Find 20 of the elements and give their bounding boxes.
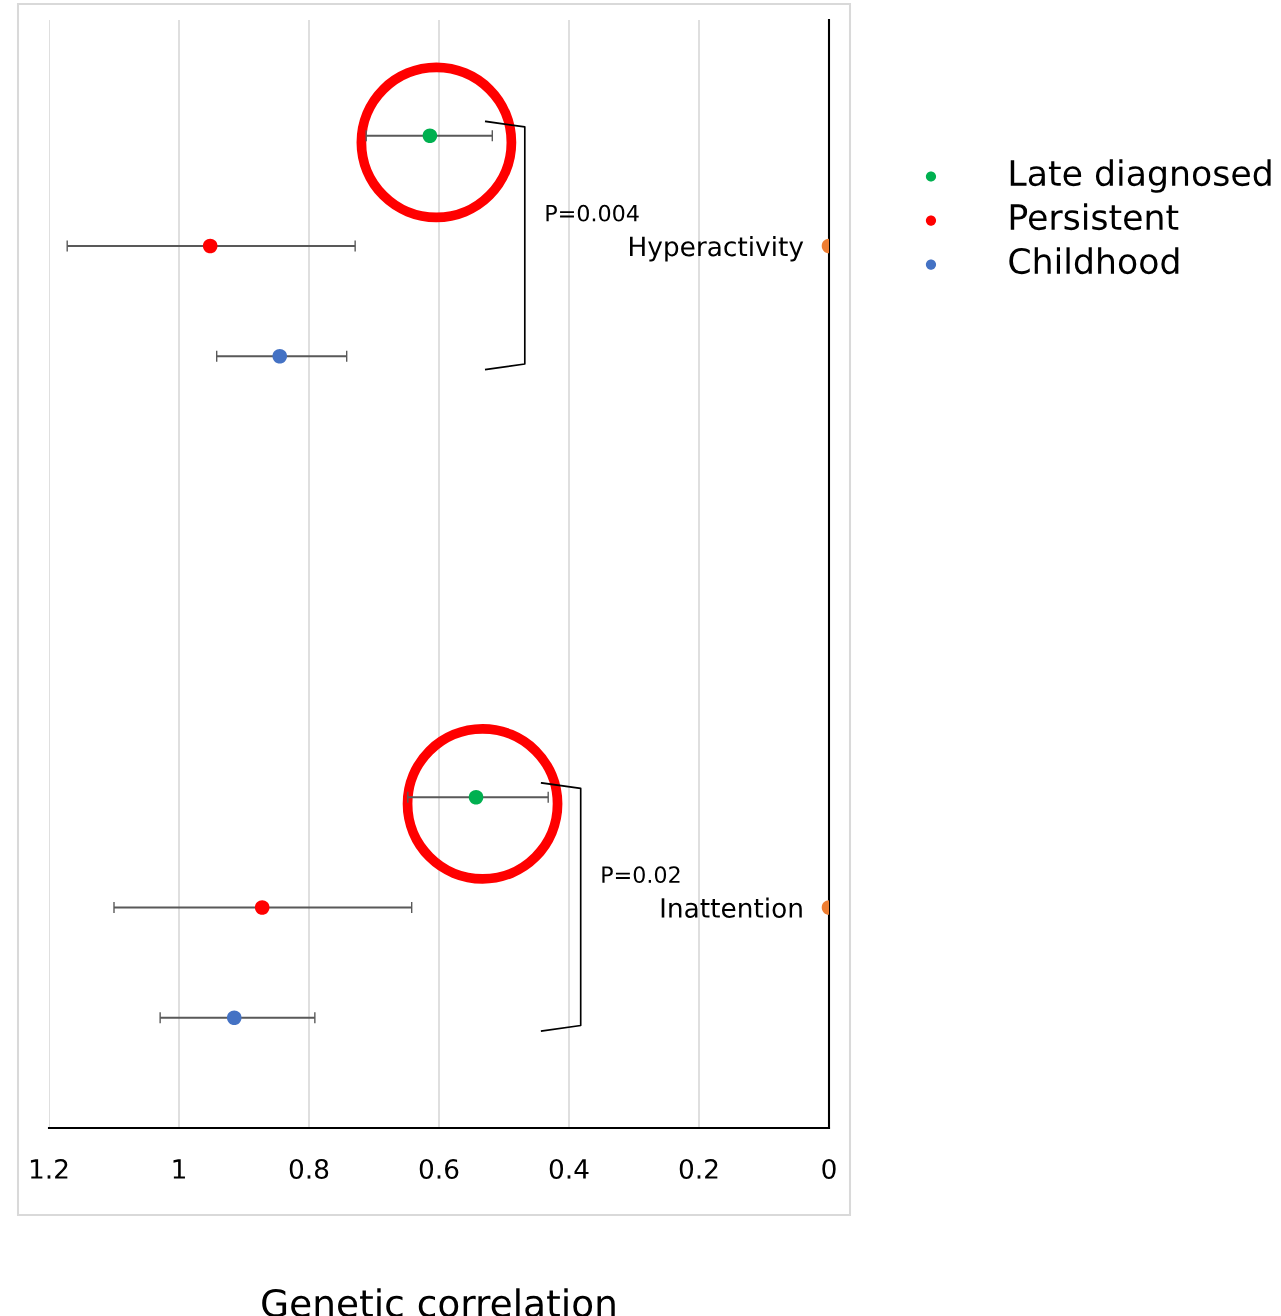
- x-tick-label: 0.4: [549, 1159, 589, 1179]
- x-tick-label: 0.8: [289, 1159, 329, 1179]
- point: [422, 128, 438, 144]
- legend-label: Childhood: [1009, 247, 1179, 275]
- annotation: P=0.004: [546, 204, 639, 222]
- point: [226, 1010, 242, 1026]
- x-tick-label: 1.2: [30, 1159, 68, 1179]
- point: [254, 900, 270, 915]
- x-tick-label: 0.2: [679, 1159, 718, 1179]
- point: [468, 789, 484, 805]
- x-tick-label: 0.6: [419, 1159, 459, 1179]
- x-tick-label: 0: [822, 1159, 836, 1179]
- point: [272, 348, 288, 364]
- annotation: P=0.02: [602, 866, 680, 884]
- point: [202, 238, 218, 254]
- x-tick-label: 1: [173, 1159, 185, 1179]
- legend-label: Persistent: [1010, 203, 1179, 231]
- y-tick-label: Inattention: [661, 897, 802, 918]
- legend-label: Late diagnosed: [1010, 159, 1271, 193]
- y-tick-label: Hyperactivity: [630, 235, 804, 262]
